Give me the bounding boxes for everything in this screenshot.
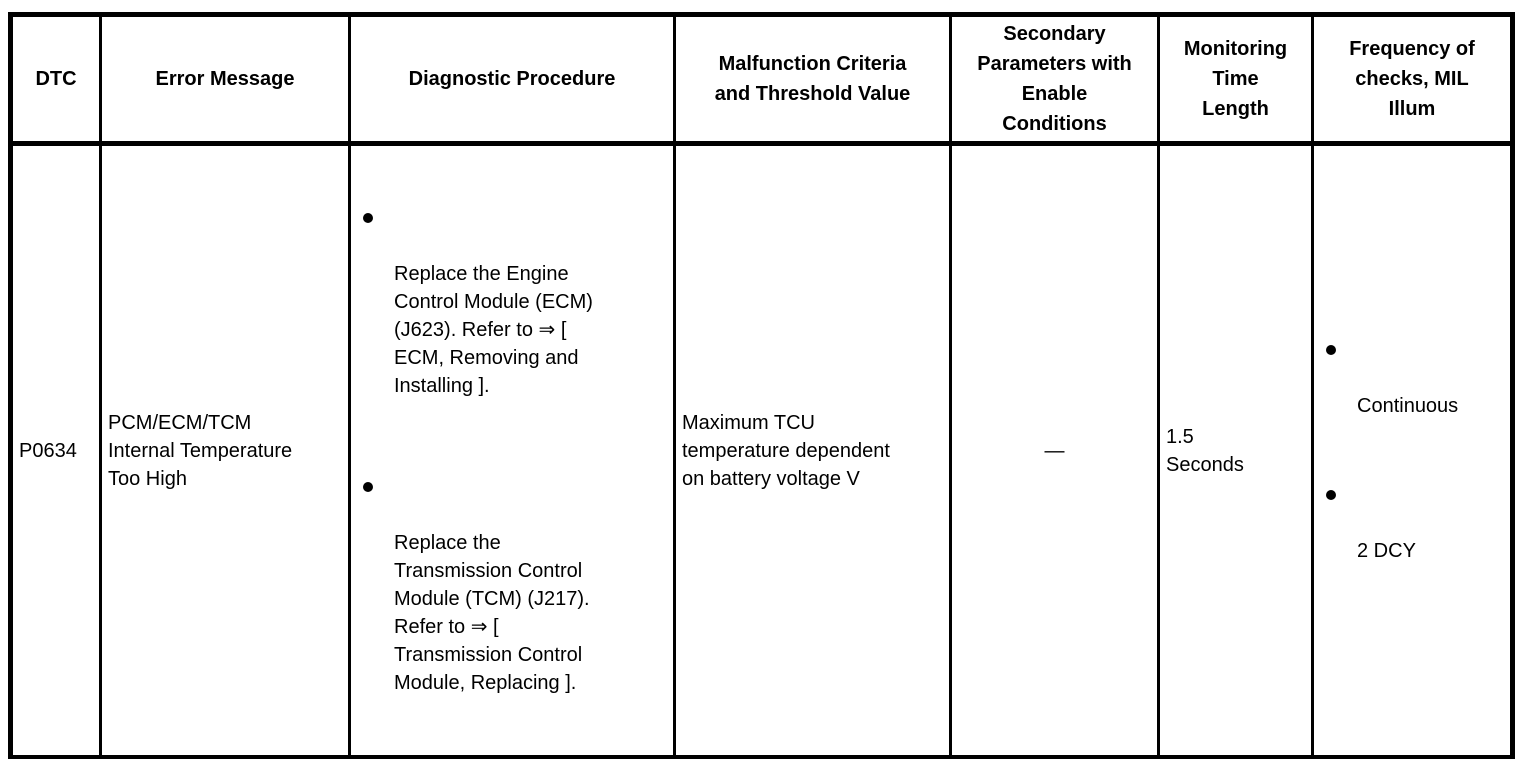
procedure-item: Replace the Transmission Control Module …: [357, 473, 667, 697]
frequency-item: Continuous: [1320, 336, 1504, 420]
col-header-secondary-parameters: Secondary Parameters with Enable Conditi…: [949, 13, 1160, 146]
bullet-icon: [363, 482, 373, 492]
header-row: DTC Error Message Diagnostic Procedure M…: [9, 13, 1514, 146]
col-header-monitoring-time: Monitoring Time Length: [1157, 13, 1314, 146]
col-header-error-message: Error Message: [99, 13, 351, 146]
bullet-icon: [363, 213, 373, 223]
col-header-frequency-of-checks: Frequency of checks, MIL Illum: [1311, 13, 1514, 146]
frequency-list: Continuous 2 DCY: [1320, 308, 1504, 593]
bullet-icon: [1326, 345, 1336, 355]
cell-monitoring-time: 1.5 Seconds: [1157, 142, 1314, 759]
manual-page: DTC Error Message Diagnostic Procedure M…: [8, 12, 1515, 759]
procedure-item-text: Replace the Transmission Control Module …: [394, 532, 590, 694]
dtc-table: DTC Error Message Diagnostic Procedure M…: [8, 12, 1515, 759]
frequency-item: 2 DCY: [1320, 481, 1504, 565]
cell-frequency-of-checks: Continuous 2 DCY: [1311, 142, 1514, 759]
dtc-row-p0634: P0634 PCM/ECM/TCM Internal Temperature T…: [9, 142, 1514, 759]
cell-error-message: PCM/ECM/TCM Internal Temperature Too Hig…: [99, 142, 351, 759]
frequency-item-text: Continuous: [1357, 395, 1459, 417]
col-header-diagnostic-procedure: Diagnostic Procedure: [348, 13, 676, 146]
procedure-item-text: Replace the Engine Control Module (ECM) …: [394, 263, 593, 397]
cell-secondary-parameters: —: [949, 142, 1160, 759]
cell-diagnostic-procedure: Replace the Engine Control Module (ECM) …: [348, 142, 676, 759]
procedure-list: Replace the Engine Control Module (ECM) …: [357, 176, 667, 725]
cell-dtc-code: P0634: [9, 142, 102, 759]
col-header-malfunction-criteria: Malfunction Criteria and Threshold Value: [673, 13, 952, 146]
col-header-dtc: DTC: [9, 13, 102, 146]
bullet-icon: [1326, 490, 1336, 500]
frequency-item-text: 2 DCY: [1357, 540, 1416, 562]
cell-malfunction-criteria: Maximum TCU temperature dependent on bat…: [673, 142, 952, 759]
procedure-item: Replace the Engine Control Module (ECM) …: [357, 204, 667, 400]
